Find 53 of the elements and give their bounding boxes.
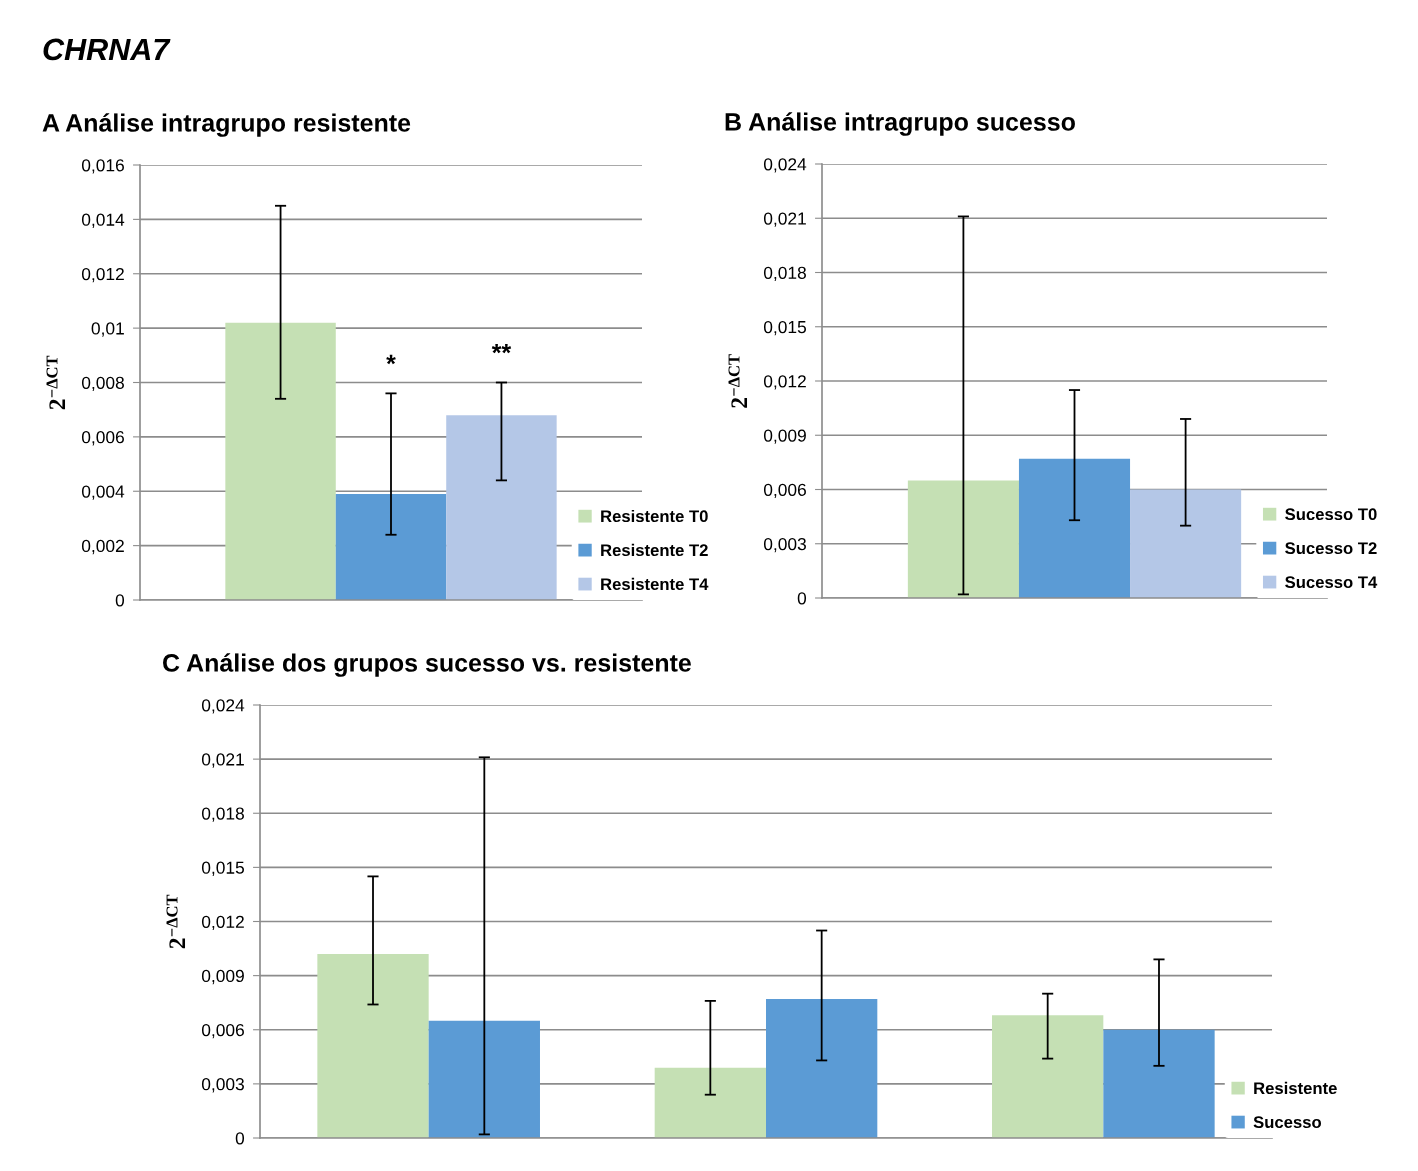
bar (992, 1015, 1104, 1138)
y-tick-label: 0 (115, 594, 125, 607)
chart-title: B Análise intragrupo sucesso (725, 112, 1075, 136)
y-tick-label: 0,016 (81, 159, 124, 174)
chart-subtitle: A Análise intragrupo resistente (42, 113, 411, 137)
y-tick-label: 0,014 (81, 213, 125, 228)
y-tick-label: 0,015 (201, 861, 244, 876)
y-axis-title: 2$^{−ΔCT}$ (46, 355, 66, 410)
y-tick-label: 0,018 (201, 807, 244, 822)
y-tick-label: 0,009 (763, 429, 806, 444)
bar (335, 493, 447, 600)
y-tick-label: 0,015 (763, 320, 806, 336)
bar (1103, 1029, 1215, 1138)
legend-label: Sucesso T4 (1285, 576, 1378, 589)
bar (225, 322, 336, 600)
y-tick-label: 0,006 (81, 431, 124, 446)
y-tick-label: 0,012 (81, 267, 124, 283)
bar (428, 1020, 540, 1138)
legend-label: Resistente (1254, 1081, 1337, 1095)
y-tick-label: 0,021 (201, 753, 244, 768)
legend-label: Resistente T0 (601, 509, 708, 523)
y-tick-label: 0,008 (81, 376, 124, 392)
y-tick-label: 0 (797, 592, 807, 605)
y-tick-label: 0,021 (763, 212, 806, 227)
y-tick-label: 0,024 (201, 699, 245, 714)
y-tick-label: 0,003 (763, 537, 806, 553)
y-axis-title: 2$^{−ΔCT}$ (728, 354, 748, 408)
legend-label: Resistente T4 (601, 577, 709, 591)
legend-label: Sucesso T2 (1285, 542, 1377, 555)
y-tick-label: 0,002 (81, 539, 124, 555)
annotation: ** (491, 343, 512, 354)
y-tick-label: 0,006 (201, 1023, 244, 1039)
y-axis-title: 2$^{−ΔCT}$ (166, 894, 186, 949)
bar (654, 1067, 766, 1138)
bar (766, 999, 878, 1138)
y-tick-label: 0,018 (763, 266, 806, 282)
legend-label: Sucesso T0 (1285, 508, 1377, 521)
y-tick-label: 0,024 (763, 158, 807, 173)
y-tick-label: 0,003 (201, 1078, 244, 1093)
y-tick-label: 0,01 (91, 322, 124, 337)
annotation: * (386, 354, 396, 365)
y-tick-label: 0,006 (763, 483, 806, 499)
y-tick-label: 0,012 (763, 375, 806, 390)
legend-label: Resistente T2 (601, 543, 708, 557)
y-tick-label: 0,009 (201, 969, 244, 985)
chart-title: C Análise dos grupos sucesso vs. resistente (163, 653, 691, 677)
bar (317, 953, 429, 1138)
bar (446, 415, 557, 600)
y-tick-label: 0 (235, 1132, 245, 1145)
y-tick-label: 0,004 (81, 485, 125, 500)
y-tick-label: 0,012 (201, 915, 244, 931)
chart-title: CHRNA7 (43, 38, 171, 61)
legend-label: Sucesso (1253, 1116, 1322, 1129)
